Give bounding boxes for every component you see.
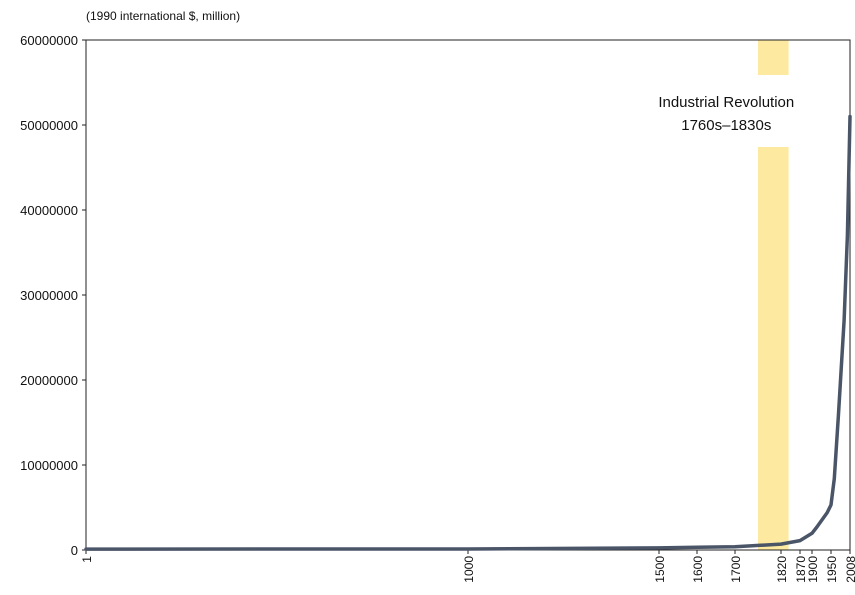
y-tick-label: 50000000 xyxy=(20,118,78,133)
x-tick-label: 1 xyxy=(80,556,94,563)
x-tick-label: 1950 xyxy=(825,556,839,583)
x-tick-label: 1500 xyxy=(653,556,667,583)
y-axis-ticks: 0 10000000 20000000 30000000 40000000 5000000… xyxy=(20,33,86,558)
x-tick-label: 1870 xyxy=(794,556,808,583)
annotation-band xyxy=(758,147,789,550)
annotation-label: Industrial Revolution xyxy=(658,94,794,111)
y-tick-label: 40000000 xyxy=(20,203,78,218)
y-tick-label: 60000000 xyxy=(20,33,78,48)
x-tick-label: 1000 xyxy=(462,556,476,583)
annotation-bands xyxy=(758,40,789,550)
annotation-period: 1760s–1830s xyxy=(681,117,771,134)
annotation-band-top xyxy=(758,40,789,75)
x-tick-label: 1600 xyxy=(691,556,705,583)
annotation-text: Industrial Revolution 1760s–1830s xyxy=(658,94,794,134)
x-tick-label: 1700 xyxy=(729,556,743,583)
unit-label: (1990 international $, million) xyxy=(86,9,240,23)
series-line xyxy=(84,114,852,551)
x-tick-label: 2008 xyxy=(844,556,855,583)
y-tick-label: 0 xyxy=(71,543,78,558)
x-tick-label: 1900 xyxy=(806,556,820,583)
x-tick-label: 1820 xyxy=(775,556,789,583)
y-tick-label: 30000000 xyxy=(20,288,78,303)
y-tick-label: 10000000 xyxy=(20,458,78,473)
y-tick-label: 20000000 xyxy=(20,373,78,388)
series-lines xyxy=(84,114,852,551)
